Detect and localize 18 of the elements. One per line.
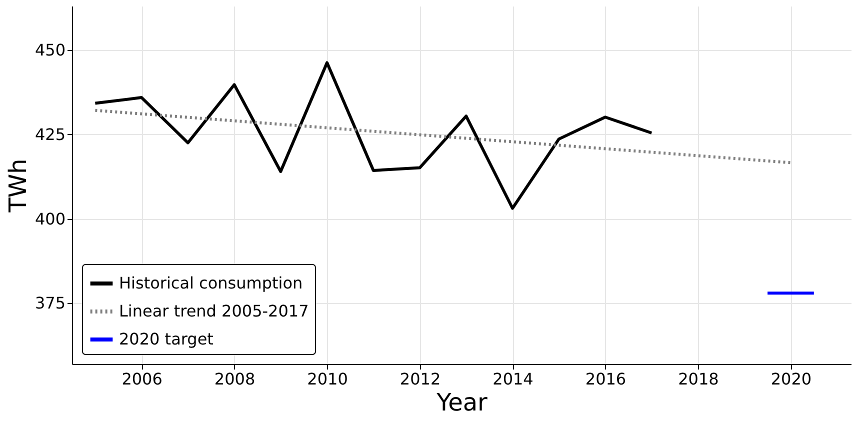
y-tick-label: 450	[34, 40, 66, 60]
x-tick-label: 2016	[585, 370, 626, 388]
legend-label: Linear trend 2005-2017	[119, 302, 309, 320]
x-tick-label: 2006	[122, 370, 162, 388]
x-tick-label: 2008	[214, 370, 256, 388]
x-tick-label: 2010	[307, 370, 348, 388]
y-axis-title: TWh	[4, 158, 32, 214]
y-tick-label: 375	[34, 294, 66, 313]
y-tick-label: 400	[34, 209, 66, 228]
x-tick-label: 2018	[678, 370, 719, 388]
x-tick-label: 2012	[400, 370, 441, 388]
legend-label: Historical consumption	[119, 274, 303, 292]
x-axis-title: Year	[436, 388, 488, 416]
y-tick-label: 425	[34, 124, 66, 144]
x-tick-label: 2014	[492, 370, 534, 388]
legend-label: 2020 target	[119, 330, 214, 348]
x-tick-label: 2020	[770, 370, 812, 388]
line-series	[94, 61, 654, 210]
